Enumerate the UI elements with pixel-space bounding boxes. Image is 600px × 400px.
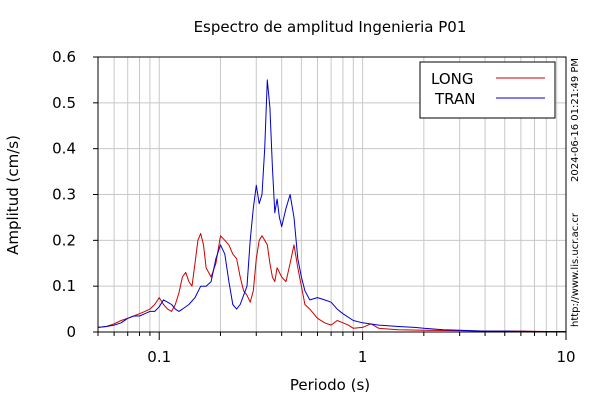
x-tick-label: 1 [358, 348, 368, 366]
y-tick-label: 0.6 [52, 48, 76, 66]
x-axis-ticks: 0.1 1 10 [97, 332, 576, 366]
legend-label-long: LONG [431, 70, 473, 88]
source-url-label: http://www.lis.ucr.ac.cr [570, 212, 581, 327]
y-tick-label: 0 [66, 323, 76, 341]
x-tick-label: 0.1 [147, 348, 171, 366]
y-tick-label: 0.5 [52, 94, 76, 112]
y-tick-label: 0.3 [52, 186, 76, 204]
x-tick-label: 10 [556, 348, 575, 366]
y-tick-label: 0.4 [52, 140, 76, 158]
y-axis-ticks: 0 0.1 0.2 0.3 0.4 0.5 0.6 [52, 48, 98, 341]
chart-title: Espectro de amplitud Ingenieria P01 [194, 18, 467, 36]
legend: LONG TRAN [419, 61, 556, 119]
series-line-long [97, 233, 566, 332]
series-lines [97, 79, 566, 332]
y-tick-label: 0.2 [52, 231, 76, 249]
x-axis-label: Periodo (s) [290, 376, 370, 394]
legend-label-tran: TRAN [434, 90, 475, 108]
timestamp-label: 2024-06-16 01:21:49 PM [570, 58, 581, 182]
series-line-tran [97, 79, 566, 332]
legend-box [419, 61, 556, 119]
y-tick-label: 0.1 [52, 277, 76, 295]
y-axis-label: Amplitud (cm/s) [4, 135, 22, 255]
